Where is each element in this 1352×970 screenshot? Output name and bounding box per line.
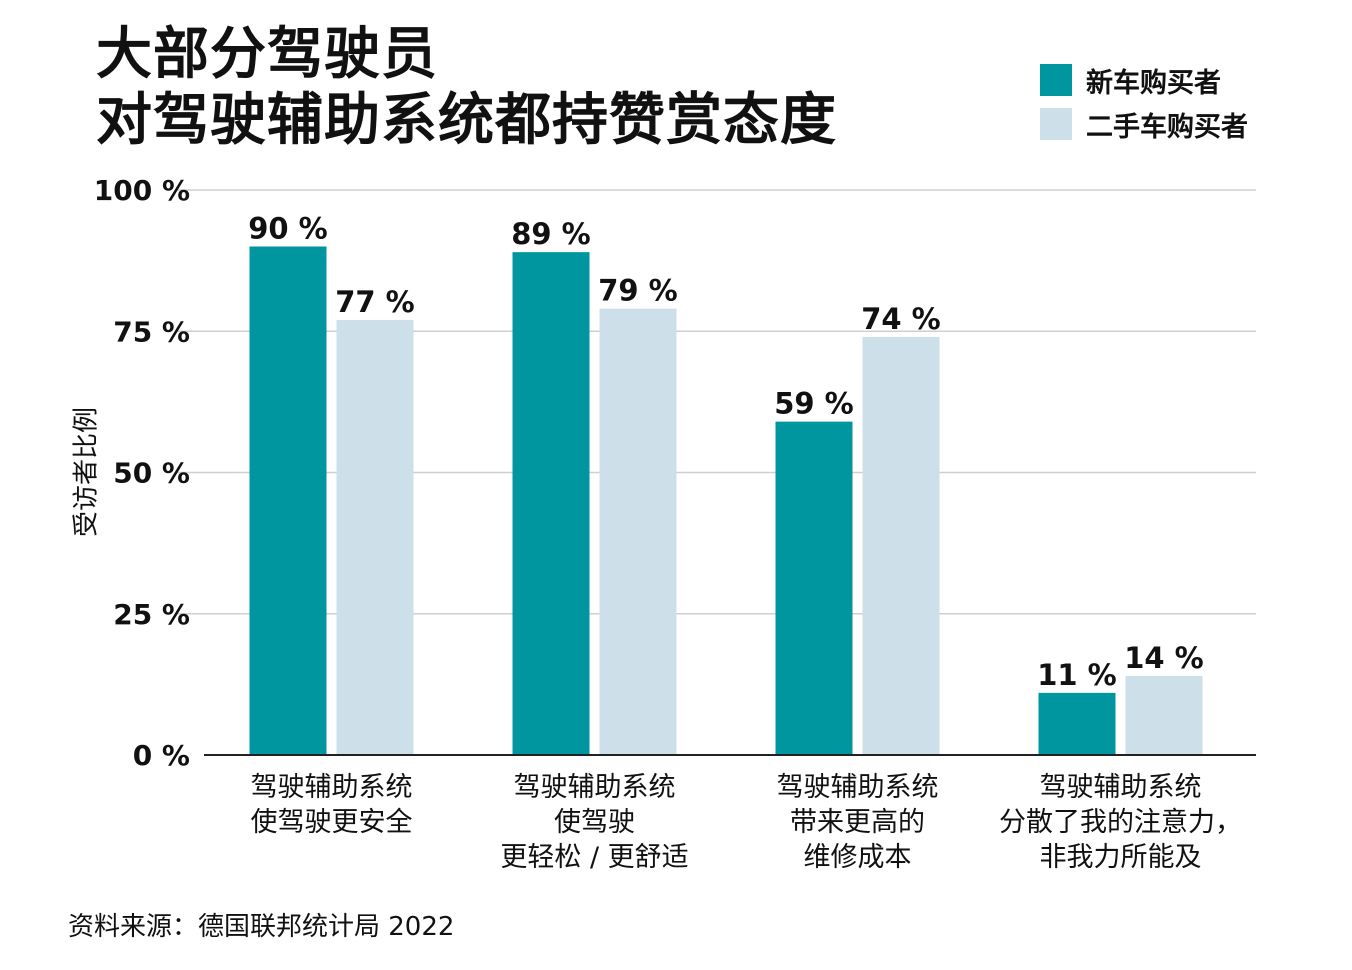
legend-label-used: 二手车购买者: [1086, 111, 1248, 143]
x-category-label: 更轻松 / 更舒适: [500, 842, 688, 873]
data-label: 77 %: [335, 285, 415, 319]
y-tick-label: 25 %: [113, 598, 190, 631]
y-tick-label: 50 %: [113, 457, 190, 490]
legend-label-new: 新车购买者: [1086, 67, 1221, 99]
data-label: 59 %: [774, 387, 854, 421]
data-label: 74 %: [861, 302, 941, 336]
y-tick-label: 100 %: [94, 174, 190, 207]
bar-used: [599, 308, 677, 755]
legend-swatch-new: [1040, 64, 1072, 96]
legend-item-used: 二手车购买者: [1040, 102, 1248, 146]
data-label: 79 %: [598, 274, 678, 308]
bar-used: [862, 336, 940, 755]
x-category-label: 驾驶辅助系统: [1040, 772, 1202, 803]
data-label: 90 %: [248, 212, 328, 246]
x-category-label: 分散了我的注意力，: [999, 807, 1242, 838]
y-tick-label: 0 %: [133, 739, 190, 772]
legend-swatch-used: [1040, 108, 1072, 140]
y-axis-label: 受访者比例: [71, 406, 102, 538]
legend: 新车购买者 二手车购买者: [1040, 58, 1248, 146]
x-category-label: 驾驶辅助系统: [514, 772, 676, 803]
title-line-1: 大部分驾驶员: [96, 22, 438, 87]
x-category-label: 驾驶辅助系统: [777, 772, 939, 803]
y-tick-label: 75 %: [113, 315, 190, 348]
chart-title: 大部分驾驶员 对驾驶辅助系统都持赞赏态度: [96, 22, 837, 154]
bar-new: [512, 252, 590, 755]
x-category-label: 使驾驶更安全: [251, 807, 413, 838]
title-line-2: 对驾驶辅助系统都持赞赏态度: [96, 88, 837, 153]
bar-new: [249, 246, 327, 755]
data-label: 14 %: [1124, 641, 1204, 675]
data-label: 89 %: [511, 217, 591, 251]
source-note: 资料来源：德国联邦统计局 2022: [68, 912, 455, 942]
x-category-label: 使驾驶: [554, 807, 635, 838]
x-category-label: 非我力所能及: [1040, 842, 1202, 873]
bar-used: [1125, 675, 1203, 755]
data-label: 11 %: [1037, 658, 1117, 692]
bar-new: [1038, 692, 1116, 755]
bar-new: [775, 421, 853, 755]
x-category-label: 带来更高的: [790, 807, 925, 838]
x-category-label: 维修成本: [804, 842, 912, 873]
legend-item-new: 新车购买者: [1040, 58, 1248, 102]
x-category-label: 驾驶辅助系统: [251, 772, 413, 803]
bar-used: [336, 319, 414, 755]
